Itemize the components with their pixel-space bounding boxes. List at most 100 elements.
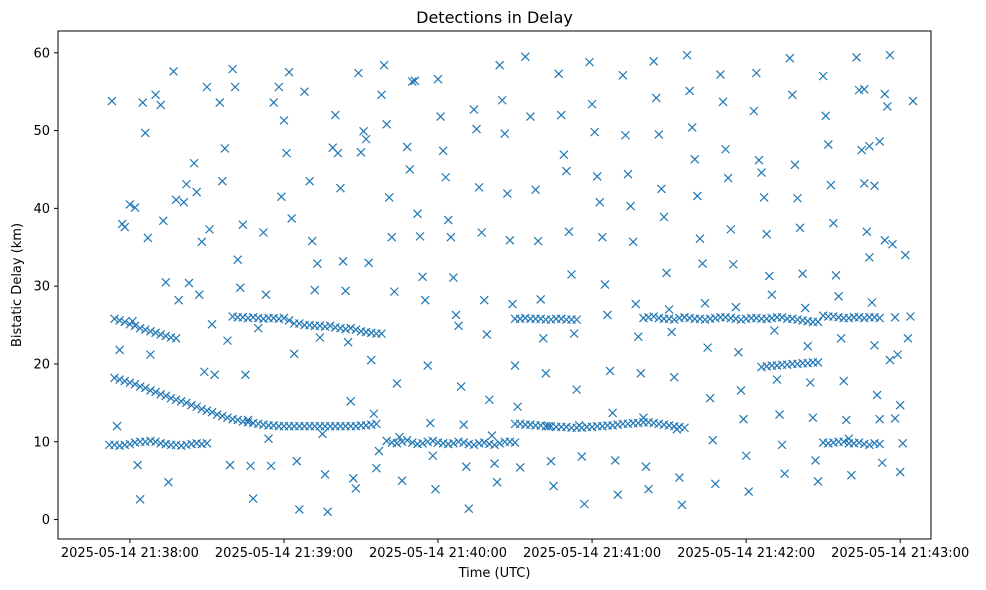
data-point [374,446,384,456]
data-point [490,440,499,450]
data-point [300,87,309,97]
data-point [284,67,294,77]
data-point [533,236,543,246]
data-point [289,349,299,359]
data-point [294,505,304,514]
data-point [459,420,469,430]
data-point [880,89,890,99]
data-point [338,256,348,266]
data-point [151,437,160,447]
data-point [431,484,440,494]
data-point [669,315,679,325]
data-point [158,216,168,226]
data-point [626,201,636,211]
data-point [477,228,487,237]
data-point [395,432,404,442]
x-tick-label: 2025-05-14 21:43:00 [831,546,969,561]
data-point [220,144,230,153]
data-point [579,499,589,509]
plot-area-frame [57,30,932,540]
data-point [425,418,435,428]
data-point [189,158,199,168]
y-tick-label: 60 [33,46,50,61]
data-point [836,333,846,343]
chart-title: Detections in Delay [416,8,573,27]
data-point [867,298,877,307]
data-point [151,90,160,100]
data-point [890,413,900,423]
data-point [269,98,279,107]
data-point [323,507,333,517]
data-point [703,343,713,353]
data-point [885,355,895,365]
data-point [513,402,523,412]
data-point [505,235,515,245]
data-point [433,74,443,84]
data-point [864,141,874,151]
data-point [644,484,653,494]
data-point [759,193,769,202]
data-point [402,142,412,152]
data-point [456,382,466,391]
data-point [777,440,787,450]
data-point [451,310,461,320]
data-point [862,227,872,237]
data-point [223,413,232,423]
x-axis-ticks: 2025-05-14 21:38:00 2025-05-14 21:39:00 20… [61,539,969,561]
data-point [880,235,890,245]
data-point [854,438,864,447]
y-tick-label: 50 [33,124,50,139]
data-point [202,82,212,92]
data-point [831,270,841,280]
data-point [895,400,905,410]
data-point [793,193,802,203]
data-point [423,361,433,370]
data-point [258,228,268,237]
data-point [700,298,710,308]
data-point [852,53,861,62]
data-point [659,212,669,222]
data-point [171,333,181,343]
data-point [169,67,178,76]
data-point [330,110,340,120]
series-trend-low-mid [510,417,689,433]
data-point [510,361,520,370]
data-point [230,82,240,92]
data-point [875,439,885,449]
data-point [443,215,453,225]
data-point [592,172,602,181]
y-tick-label: 40 [33,202,50,217]
data-point [243,415,253,425]
data-point [405,165,415,174]
data-point [261,290,271,300]
data-point [130,379,140,389]
data-point [125,200,135,209]
data-point [811,456,820,465]
data-point [343,337,353,347]
data-point [538,333,548,343]
data-point [536,294,546,304]
data-point [721,144,731,154]
data-point [600,280,610,290]
data-point [859,84,869,94]
data-point [143,233,153,243]
data-point [479,295,489,305]
data-point [225,460,235,470]
data-point [379,60,389,70]
data-point [359,126,368,136]
data-point [590,127,600,137]
data-point [764,271,774,281]
data-point [135,494,145,504]
data-point [115,315,125,325]
data-point [564,227,574,237]
data-point [795,223,805,233]
data-point [585,57,594,67]
data-point [618,70,628,80]
data-point [207,319,217,329]
series-scattered [107,50,918,517]
data-point [859,179,869,188]
data-point [397,476,407,486]
data-point [890,312,900,322]
data-point [287,214,297,223]
data-point [543,421,553,431]
